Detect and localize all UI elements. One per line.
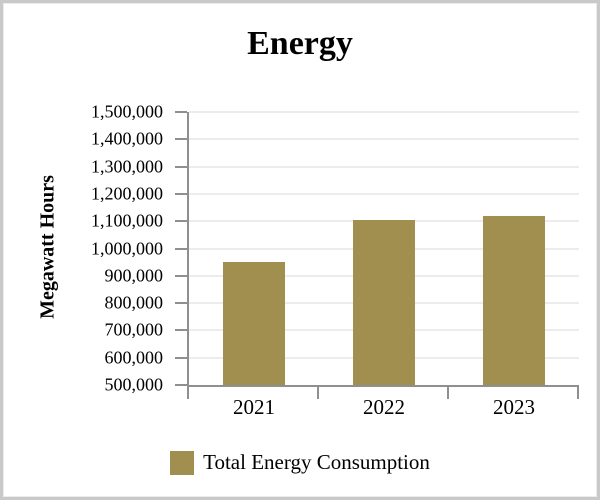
- x-axis-labels: 2021 2022 2023: [189, 395, 579, 423]
- y-tick-label: 1,500,000: [91, 101, 163, 122]
- y-tick-label: 1,100,000: [91, 210, 163, 231]
- x-tick-mark: [577, 387, 579, 399]
- y-tick-label: 1,400,000: [91, 128, 163, 149]
- y-tick-label: 600,000: [104, 347, 164, 368]
- gridline: [189, 192, 579, 195]
- y-tick-label: 700,000: [104, 319, 164, 340]
- legend-label: Total Energy Consumption: [203, 450, 430, 474]
- x-axis-label: 2021: [233, 395, 275, 419]
- gridline: [189, 111, 579, 113]
- x-axis-label: 2023: [493, 395, 535, 419]
- y-tick-mark: [175, 356, 187, 359]
- gridline: [189, 138, 579, 141]
- y-tick-mark: [175, 220, 187, 223]
- y-tick-mark: [175, 165, 187, 168]
- bar-2021: [223, 262, 285, 385]
- y-tick-mark: [175, 192, 187, 195]
- x-tick-mark: [187, 387, 189, 399]
- gridline: [189, 165, 579, 168]
- x-tick-mark: [447, 387, 449, 399]
- y-tick-label: 1,300,000: [91, 156, 163, 177]
- y-tick-mark: [175, 111, 187, 113]
- legend: Total Energy Consumption: [3, 450, 597, 475]
- y-tick-label: 900,000: [104, 265, 164, 286]
- bar-2022: [353, 219, 415, 385]
- bar-2023: [483, 216, 545, 385]
- y-tick-mark: [175, 329, 187, 332]
- legend-swatch: [170, 450, 195, 475]
- y-tick-mark: [175, 384, 187, 386]
- chart-title: Energy: [247, 25, 353, 62]
- y-axis-tick-labels: 1,500,000 1,400,000 1,300,000 1,200,000 1,10…: [3, 102, 164, 395]
- y-tick-label: 1,200,000: [91, 183, 163, 204]
- y-tick-mark: [175, 247, 187, 250]
- y-tick-label: 500,000: [104, 374, 164, 395]
- y-tick-mark: [175, 274, 187, 277]
- y-tick-label: 800,000: [104, 292, 164, 313]
- y-tick-mark: [175, 302, 187, 305]
- x-tick-mark: [317, 387, 319, 399]
- y-tick-label: 1,000,000: [91, 238, 163, 258]
- x-axis-label: 2022: [363, 395, 405, 419]
- plot-area: [175, 111, 579, 399]
- y-tick-mark: [175, 138, 187, 141]
